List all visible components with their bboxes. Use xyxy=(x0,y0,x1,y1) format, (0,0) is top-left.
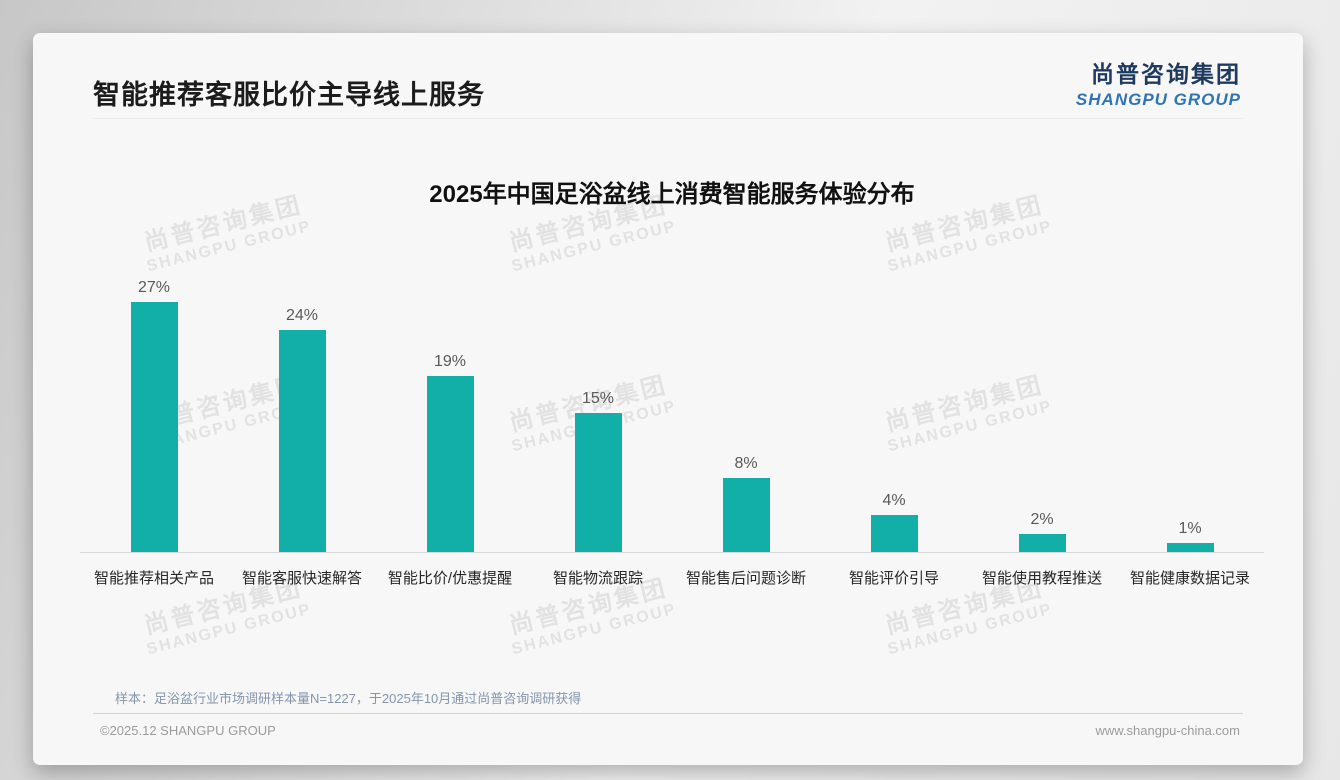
bar xyxy=(426,376,474,552)
bar-chart-plot: 27% 24% 19% 15% 8% 4% 2% 1% xyxy=(80,273,1264,553)
bar-value-label: 15% xyxy=(581,390,615,408)
footer: ©2025.12 SHANGPU GROUP www.shangpu-china… xyxy=(100,723,1240,738)
watermark-english-text: SHANGPU GROUP xyxy=(510,600,679,659)
bar-value-label: 24% xyxy=(285,306,319,324)
category-label: 智能健康数据记录 xyxy=(1129,570,1250,587)
category-label: 智能使用教程推送 xyxy=(981,570,1102,587)
bar-column: 24% xyxy=(228,273,376,552)
category-label: 智能评价引导 xyxy=(848,570,939,587)
bar xyxy=(1166,542,1214,552)
watermark-english-text: SHANGPU GROUP xyxy=(145,217,314,276)
bar-column: 19% xyxy=(376,273,524,552)
bar-chart-category-axis: 智能推荐相关产品 智能客服快速解答 智能比价/优惠提醒 智能物流跟踪 智能售后问题诊断 智… xyxy=(80,567,1264,588)
bar-column: 27% xyxy=(80,273,228,552)
bar-value-label: 27% xyxy=(137,279,171,296)
page-title: 智能推荐客服比价主导线上服务 xyxy=(93,80,485,110)
bar xyxy=(870,515,918,552)
bar xyxy=(574,413,622,552)
header-divider xyxy=(93,118,1243,119)
category-label: 智能比价/优惠提醒 xyxy=(387,570,513,587)
bar xyxy=(278,329,326,552)
brand-logo-english: SHANGPU GROUP xyxy=(1075,90,1241,109)
watermark-english-text: SHANGPU GROUP xyxy=(145,600,314,659)
bar-value-label: 19% xyxy=(433,353,467,371)
copyright-text: ©2025.12 SHANGPU GROUP xyxy=(100,723,276,738)
bar-value-label: 2% xyxy=(1030,510,1054,528)
category-label: 智能物流跟踪 xyxy=(552,570,643,587)
bar-value-label: 4% xyxy=(882,492,906,509)
bar xyxy=(1018,533,1066,552)
category-label: 智能客服快速解答 xyxy=(241,570,362,587)
watermark-english-text: SHANGPU GROUP xyxy=(510,217,679,276)
bar xyxy=(130,302,178,552)
website-text: www.shangpu-china.com xyxy=(1095,723,1240,738)
bar-value-label: 8% xyxy=(734,454,758,472)
chart-title: 2025年中国足浴盆线上消费智能服务体验分布 xyxy=(429,181,915,208)
brand-logo: 尚普咨询集团 SHANGPU GROUP xyxy=(1076,55,1241,110)
bar-value-label: 1% xyxy=(1178,519,1202,537)
category-label: 智能推荐相关产品 xyxy=(93,570,214,587)
sample-note: 样本：足浴盆行业市场调研样本量N=1227，于2025年10月通过尚普咨询调研获… xyxy=(115,691,582,706)
bar-column: 1% xyxy=(1116,273,1264,552)
watermark-english-text: SHANGPU GROUP xyxy=(886,600,1055,659)
report-card: 智能推荐客服比价主导线上服务 尚普咨询集团 SHANGPU GROUP 尚普咨询… xyxy=(33,33,1303,765)
bar-column: 8% xyxy=(672,273,820,552)
footer-divider xyxy=(93,713,1243,714)
bar-column: 4% xyxy=(820,273,968,552)
brand-logo-chinese: 尚普咨询集团 xyxy=(1091,61,1241,87)
watermark-english-text: SHANGPU GROUP xyxy=(886,217,1055,276)
category-label: 智能售后问题诊断 xyxy=(685,570,806,587)
bar xyxy=(722,477,770,552)
bar-column: 15% xyxy=(524,273,672,552)
bar-column: 2% xyxy=(968,273,1116,552)
